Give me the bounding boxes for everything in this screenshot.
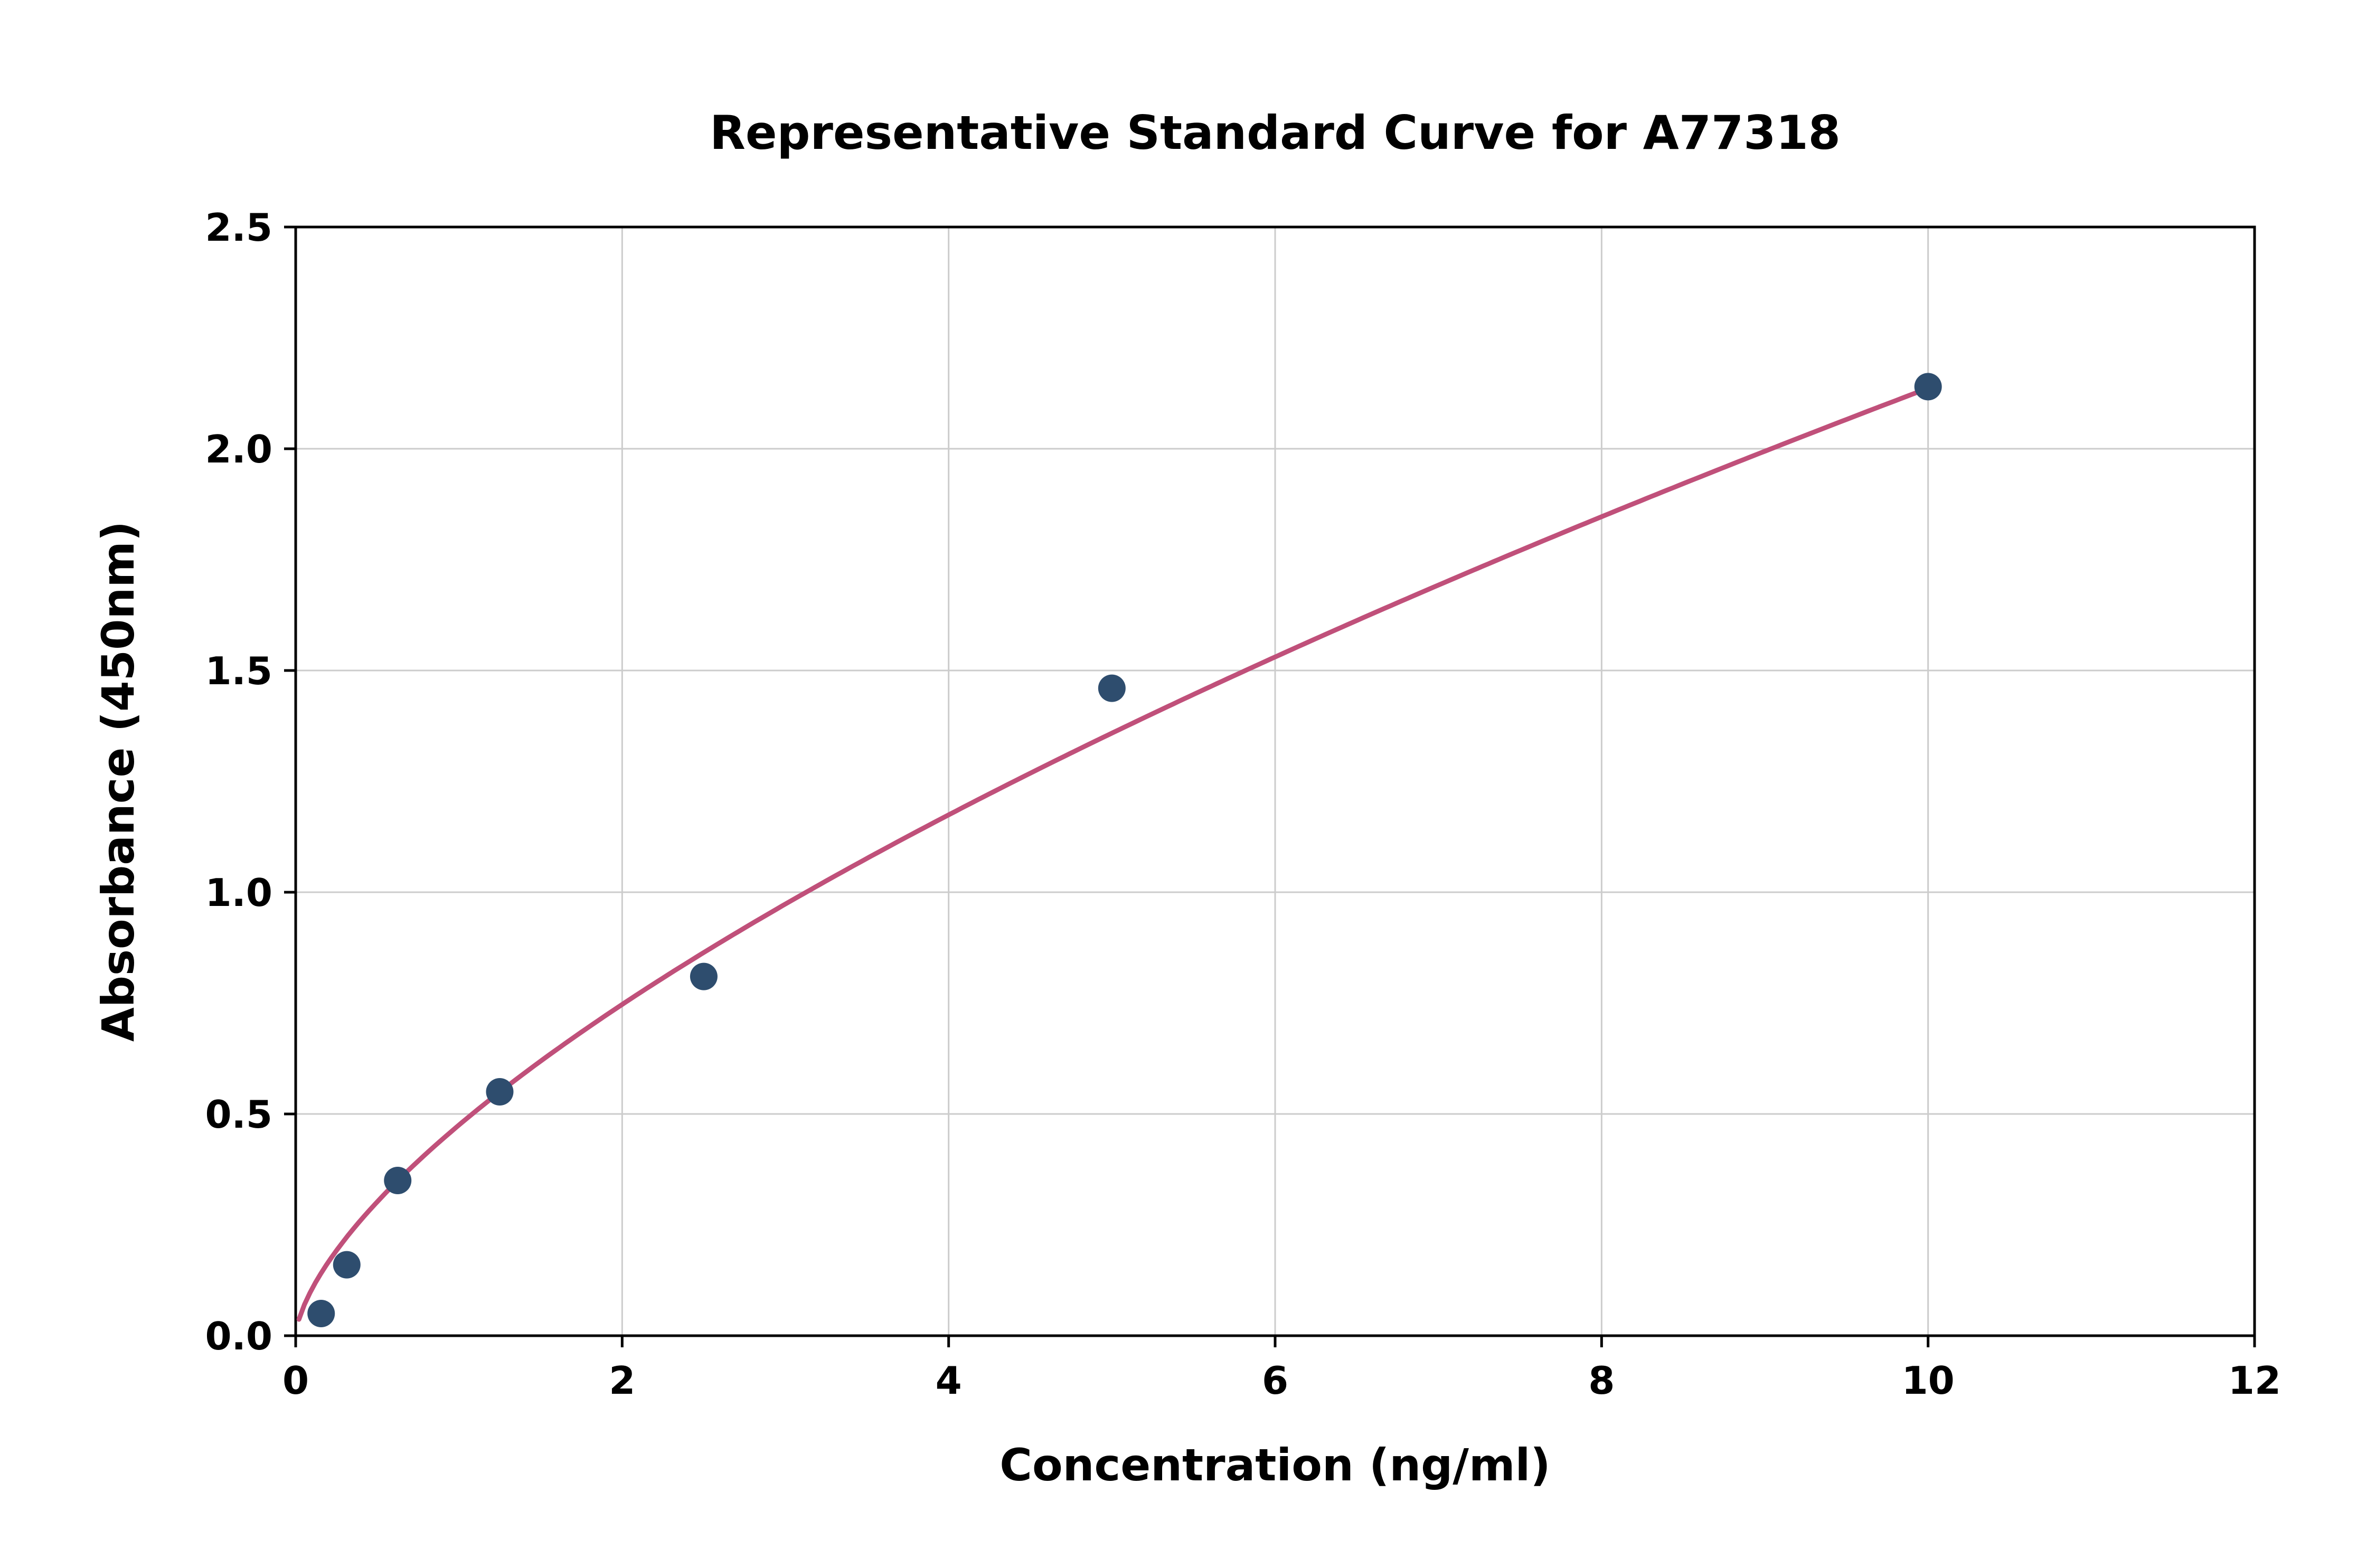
y-tick-label: 0.5 (205, 1092, 272, 1137)
x-tick-label: 0 (282, 1358, 309, 1403)
data-point (333, 1251, 361, 1279)
x-tick-label: 6 (1262, 1358, 1288, 1403)
trend-line (296, 385, 1931, 1322)
y-tick-label: 0.0 (205, 1314, 272, 1358)
y-tick-label: 1.0 (205, 871, 272, 915)
data-point (1098, 674, 1126, 702)
chart-title: Representative Standard Curve for A77318 (710, 106, 1841, 160)
x-axis-label: Concentration (ng/ml) (1000, 1439, 1551, 1491)
y-tick-label: 2.0 (205, 427, 272, 471)
y-tick-label: 1.5 (205, 649, 272, 693)
x-tick-label: 2 (609, 1358, 635, 1403)
x-tick-label: 8 (1588, 1358, 1615, 1403)
x-tick-label: 12 (2228, 1358, 2281, 1403)
data-point (1914, 373, 1942, 401)
data-point (384, 1167, 412, 1194)
data-point (690, 962, 718, 990)
data-point (307, 1300, 335, 1327)
data-point (486, 1078, 514, 1106)
x-tick-label: 4 (936, 1358, 962, 1403)
y-tick-label: 2.5 (205, 205, 272, 250)
x-tick-label: 10 (1902, 1358, 1955, 1403)
plot-border (294, 225, 2256, 1337)
